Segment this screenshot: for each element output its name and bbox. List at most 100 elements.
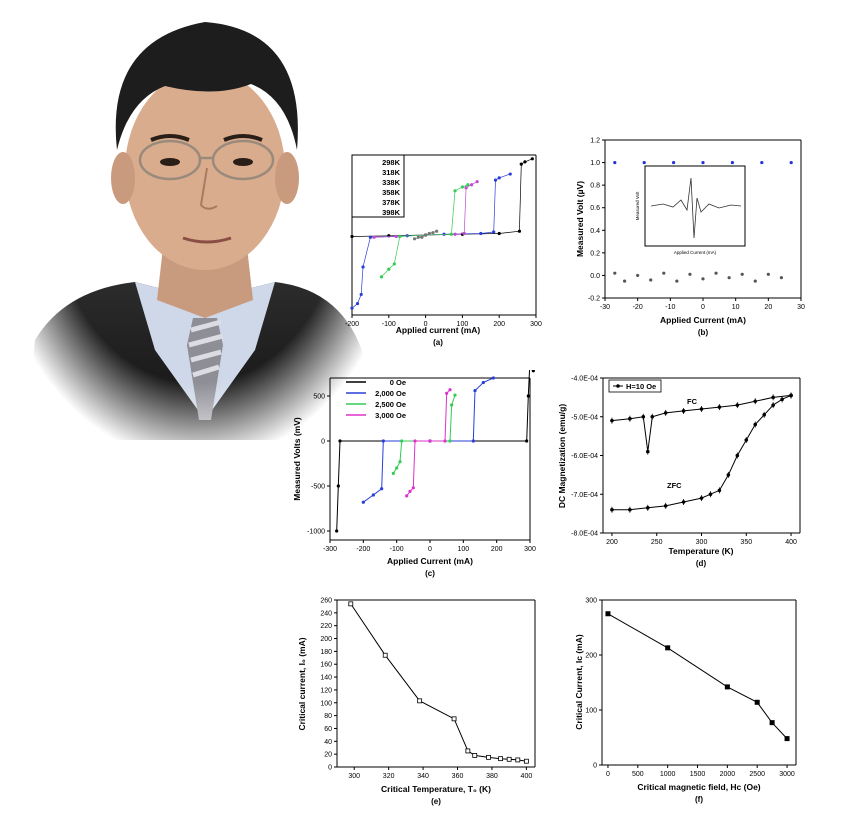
data-point — [623, 279, 627, 283]
data-point — [450, 403, 454, 407]
y-axis-label: Measured Volts (mV) — [292, 417, 302, 501]
x-tick-label: 250 — [651, 539, 663, 546]
data-point — [466, 183, 470, 187]
data-point — [753, 399, 758, 404]
fc-annotation: FC — [687, 397, 698, 406]
y-tick-label: 0.6 — [590, 205, 600, 212]
data-point — [762, 413, 766, 417]
data-point — [530, 157, 534, 161]
y-tick-label: 500 — [313, 394, 325, 401]
data-point — [336, 484, 340, 488]
y-tick-label: 260 — [320, 598, 332, 605]
data-point — [497, 176, 501, 180]
data-point — [613, 160, 617, 165]
data-point — [525, 439, 529, 443]
y-tick-label: -5.0E-04 — [571, 414, 598, 421]
y-tick-label: -4.0E-04 — [571, 376, 598, 383]
panel-label: (a) — [433, 338, 443, 347]
x-tick-label: 200 — [493, 321, 505, 328]
data-point — [497, 231, 501, 236]
data-point — [493, 178, 498, 182]
y-tick-label: -6.0E-04 — [571, 453, 598, 460]
data-point — [431, 231, 435, 235]
data-point — [417, 698, 423, 704]
x-tick-label: 1500 — [690, 771, 706, 778]
y-tick-label: 200 — [320, 636, 332, 643]
x-tick-label: 1000 — [660, 771, 676, 778]
data-point — [411, 486, 415, 490]
data-point — [727, 276, 731, 280]
y-tick-label: -7.0E-04 — [571, 492, 598, 499]
data-point — [348, 601, 354, 607]
panel-label: (e) — [431, 797, 441, 806]
y-axis-label: Measured Volt (µV) — [575, 181, 585, 257]
data-point — [610, 418, 614, 423]
y-tick-label: 160 — [320, 662, 332, 669]
data-point — [416, 235, 420, 239]
data-point — [465, 748, 471, 754]
data-point — [649, 278, 653, 282]
x-axis-label: Applied Current (mA) — [660, 315, 746, 325]
x-tick-label: 3000 — [779, 771, 795, 778]
data-point — [760, 160, 764, 165]
data-point — [391, 471, 395, 475]
x-tick-label: 300 — [696, 539, 708, 546]
y-tick-label: 200 — [585, 653, 597, 660]
panel-label: (d) — [696, 559, 707, 568]
y-tick-label: 40 — [324, 739, 332, 746]
data-point — [699, 496, 704, 500]
y-axis-label: Critical current, I₀ (mA) — [297, 637, 307, 730]
data-point — [610, 507, 614, 512]
data-point — [675, 279, 679, 283]
x-tick-label: 340 — [417, 773, 429, 780]
data-point — [701, 277, 705, 281]
data-point — [424, 233, 428, 237]
data-point — [506, 756, 512, 762]
chart-panel-f: 0 500 1000 1500 2000 2500 3000 0 100 200 300 Criti… — [574, 598, 797, 804]
y-axis-label: Critical Current, Ic (mA) — [574, 634, 584, 730]
data-point — [735, 453, 740, 458]
x-tick-label: 400 — [785, 539, 797, 546]
y-tick-label: 140 — [320, 675, 332, 682]
data-point — [387, 267, 391, 271]
legend-entry: 298K — [382, 158, 401, 167]
x-tick-label: 0 — [606, 771, 610, 778]
data-point — [392, 262, 396, 266]
data-point — [753, 279, 757, 283]
data-point — [771, 403, 775, 407]
data-point — [519, 162, 523, 166]
y-tick-label: 0.2 — [590, 250, 600, 257]
y-tick-label: 0.0 — [590, 273, 600, 280]
data-point — [395, 466, 399, 470]
data-point — [470, 183, 474, 187]
x-tick-label: -100 — [382, 321, 396, 328]
x-tick-label: 200 — [606, 539, 618, 546]
data-point — [663, 504, 668, 508]
y-tick-label: -8.0E-04 — [571, 531, 598, 538]
data-point — [628, 416, 632, 421]
legend-box — [608, 379, 662, 393]
x-tick-label: 20 — [764, 304, 772, 311]
data-point — [789, 393, 793, 398]
x-tick-label: 400 — [521, 773, 533, 780]
data-point — [717, 488, 722, 493]
legend-entry: 318K — [382, 168, 401, 177]
x-tick-label: -10 — [665, 304, 675, 311]
data-point — [448, 388, 452, 392]
data-point — [464, 186, 468, 190]
data-point — [523, 160, 527, 164]
x-tick-label: 380 — [486, 773, 498, 780]
data-point — [428, 439, 432, 443]
data-point — [769, 720, 775, 726]
legend-entry: 358K — [382, 188, 401, 197]
x-tick-label: 10 — [732, 304, 740, 311]
y-tick-label: 0 — [593, 763, 597, 770]
x-tick-label: -200 — [356, 546, 370, 553]
data-point — [380, 487, 384, 491]
data-point — [508, 172, 512, 176]
data-point — [498, 756, 503, 762]
y-tick-label: 80 — [324, 713, 332, 720]
data-point — [784, 736, 790, 742]
data-point — [361, 500, 365, 504]
y-tick-label: 220 — [320, 623, 332, 630]
